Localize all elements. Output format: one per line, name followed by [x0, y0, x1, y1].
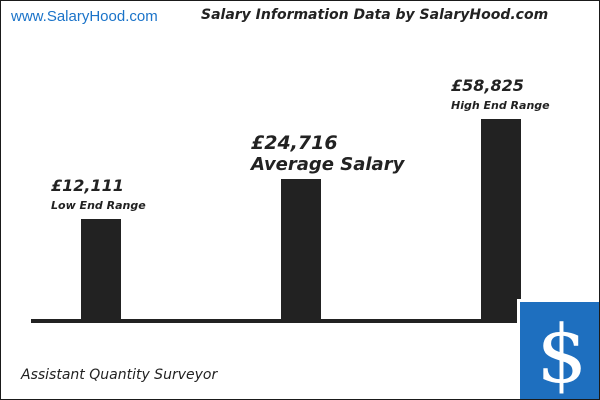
bar-category-label-3: High End Range — [451, 99, 550, 112]
bar-category-label-1: Low End Range — [51, 199, 146, 212]
bar-value-label-3: £58,825 — [451, 76, 524, 95]
chart-title: Salary Information Data by SalaryHood.co… — [201, 7, 549, 23]
bar-3 — [481, 119, 521, 319]
bar-1 — [81, 219, 121, 319]
job-title: Assistant Quantity Surveyor — [21, 367, 218, 383]
svg-text:$: $ — [537, 308, 588, 400]
bar-value-label-1: £12,111 — [51, 176, 124, 195]
bar-value-label-2: £24,716 — [251, 132, 338, 154]
bar-category-label-2: Average Salary — [249, 154, 406, 175]
dollar-sign-icon: $ — [517, 299, 599, 400]
bar-2 — [281, 179, 321, 319]
site-link[interactable]: www.SalaryHood.com — [11, 8, 158, 25]
